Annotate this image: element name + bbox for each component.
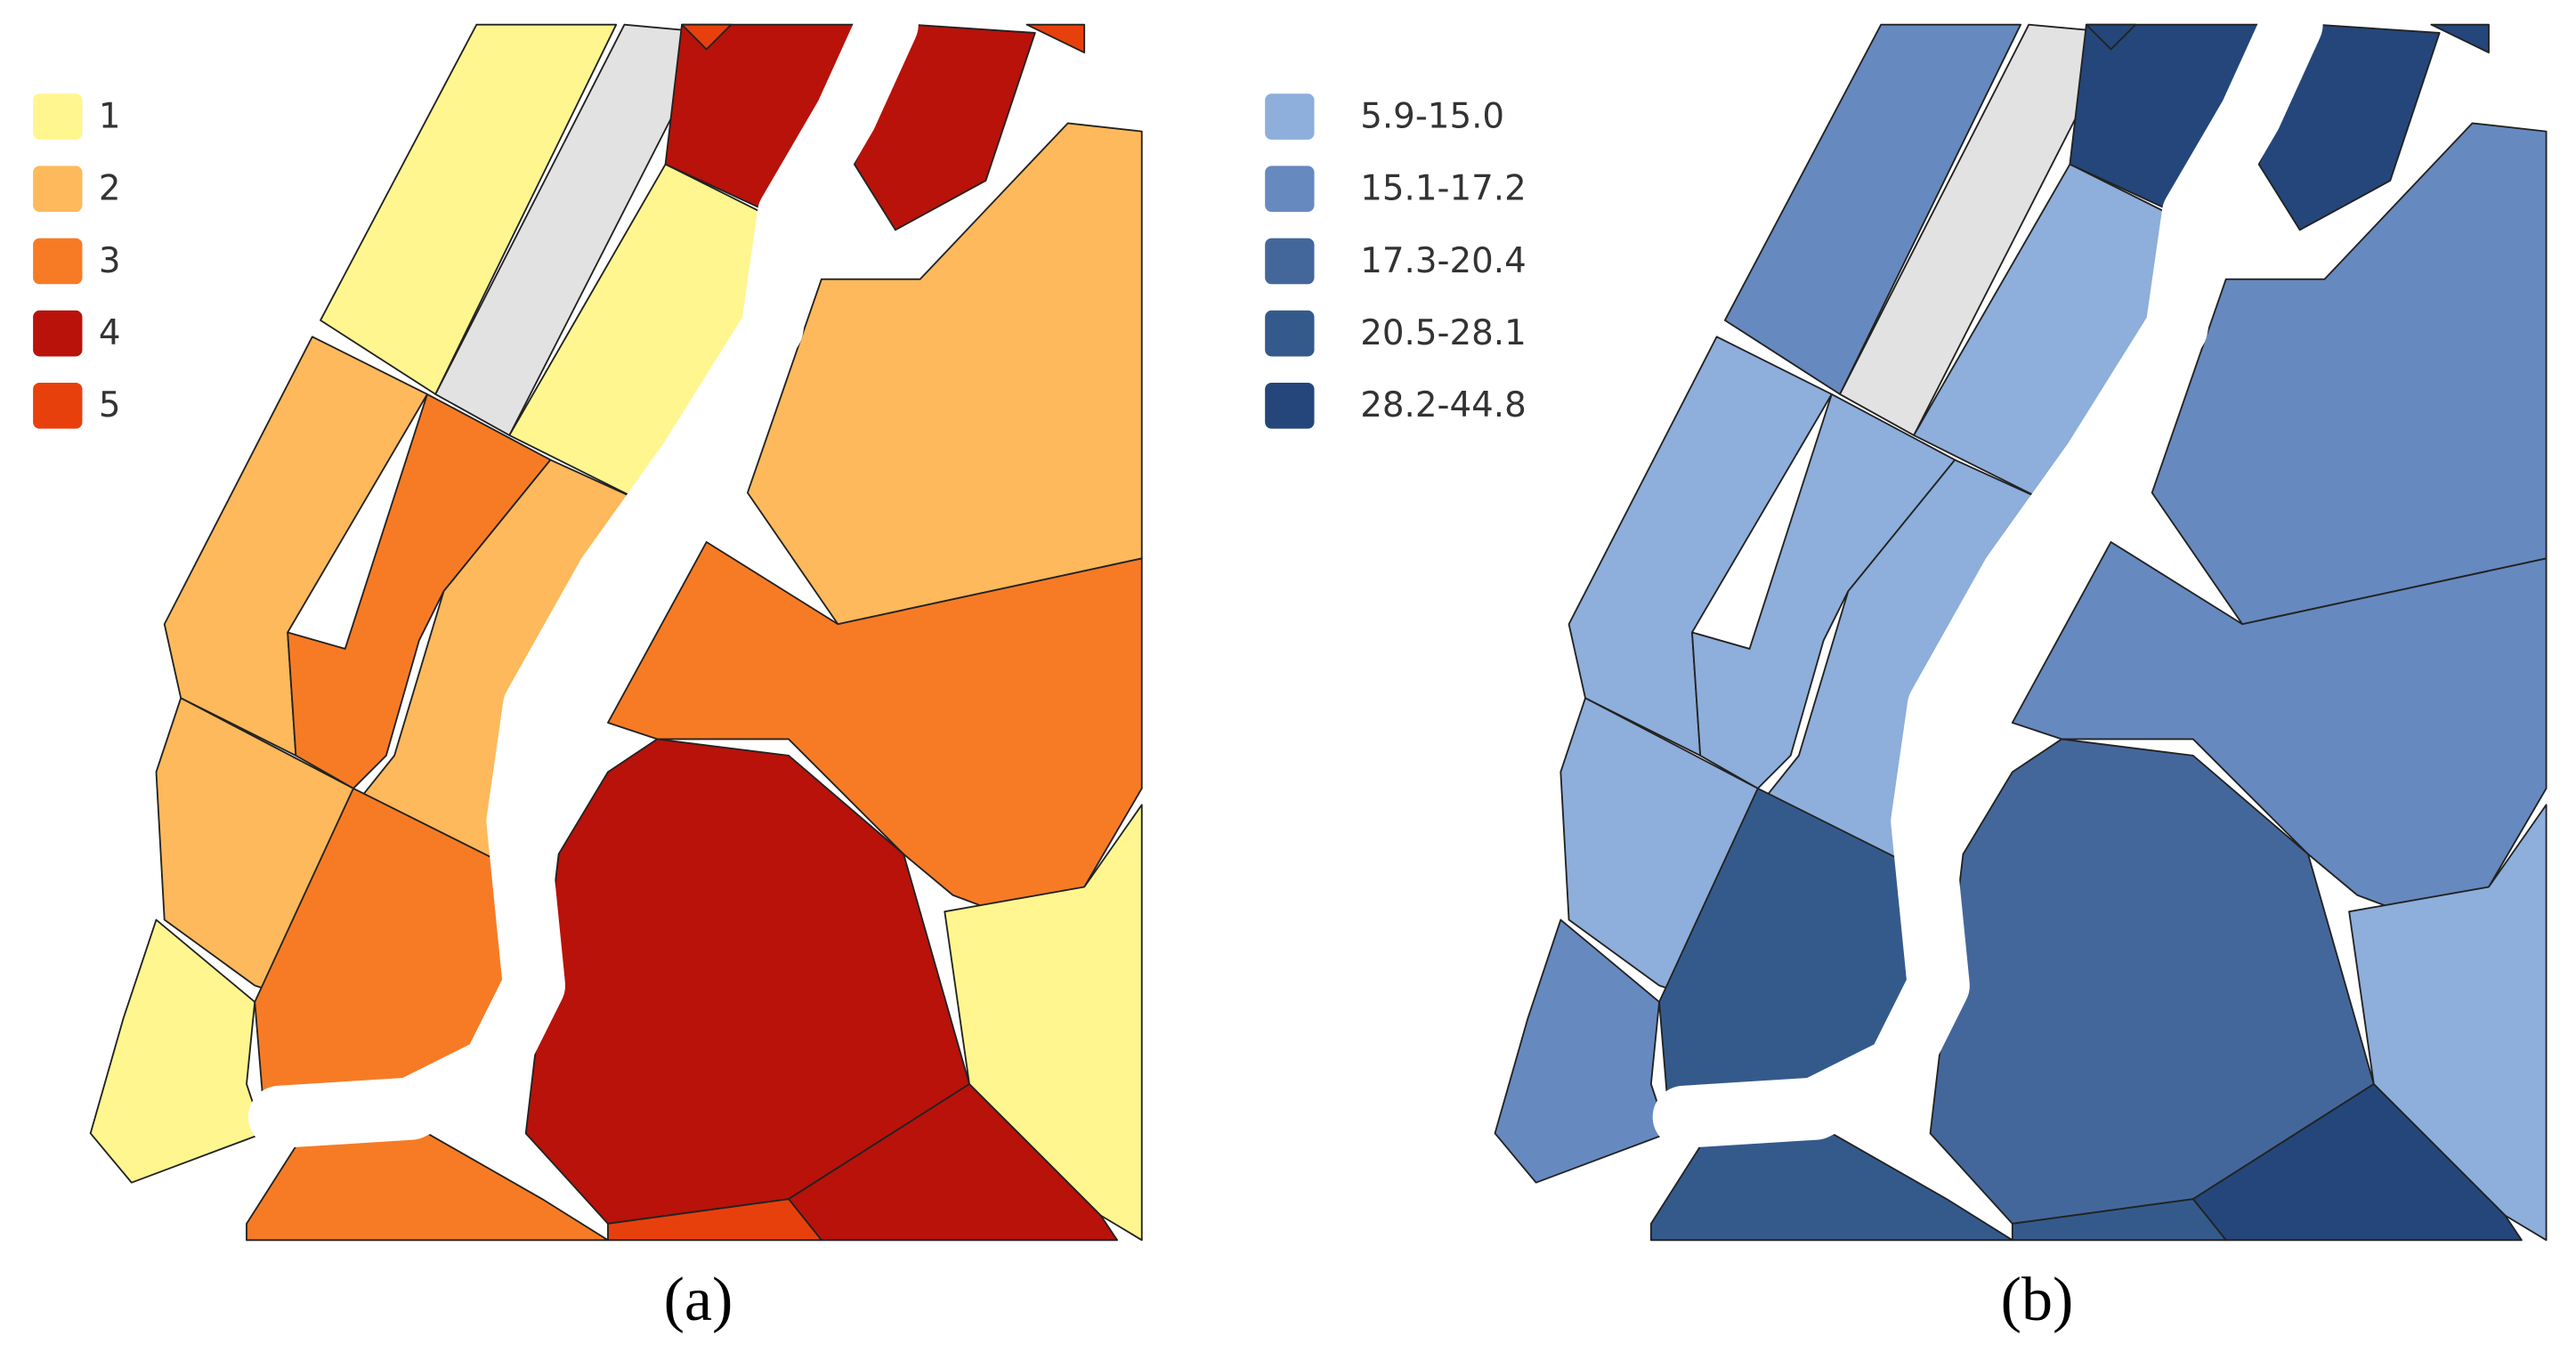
legend-label: 1 <box>99 96 121 136</box>
legend-label: 4 <box>99 313 121 353</box>
district <box>2011 1198 2227 1242</box>
district <box>2430 23 2490 53</box>
legend-swatch <box>1265 238 1315 285</box>
district <box>89 919 264 1184</box>
map-b: 5.9-15.0 15.1-17.2 17.3-20.4 20.5-28.1 28.2-… <box>1265 0 2548 1334</box>
legend-label: 28.2-44.8 <box>1360 385 1527 425</box>
legend-label: 17.3-20.4 <box>1360 241 1527 281</box>
district <box>1025 23 1086 53</box>
legend-swatch <box>1265 93 1315 140</box>
caption: (a) <box>664 1266 733 1334</box>
district <box>1494 919 1669 1184</box>
district <box>2085 23 2137 51</box>
legend-label: 5.9-15.0 <box>1360 96 1504 136</box>
district <box>607 1198 822 1242</box>
caption: (b) <box>2001 1266 2074 1334</box>
river <box>1652 0 2323 1148</box>
river <box>247 0 919 1148</box>
legend-label: 20.5-28.1 <box>1360 313 1527 353</box>
legend-swatch <box>1265 166 1315 213</box>
legend-swatch <box>33 310 83 357</box>
legend-label: 2 <box>99 169 121 209</box>
legend-swatch <box>33 238 83 285</box>
district <box>681 23 733 51</box>
legend-swatch <box>1265 382 1315 429</box>
map-a: 1 2 3 4 5 (a) <box>33 0 1143 1334</box>
legend-label: 15.1-17.2 <box>1360 169 1527 209</box>
legend-label: 5 <box>99 385 121 425</box>
legend-label: 3 <box>99 241 121 281</box>
legend-swatch <box>33 93 83 140</box>
legend-swatch <box>1265 310 1315 357</box>
legend-swatch <box>33 382 83 429</box>
district <box>320 23 618 395</box>
district <box>1723 23 2021 395</box>
legend-swatch <box>33 166 83 213</box>
